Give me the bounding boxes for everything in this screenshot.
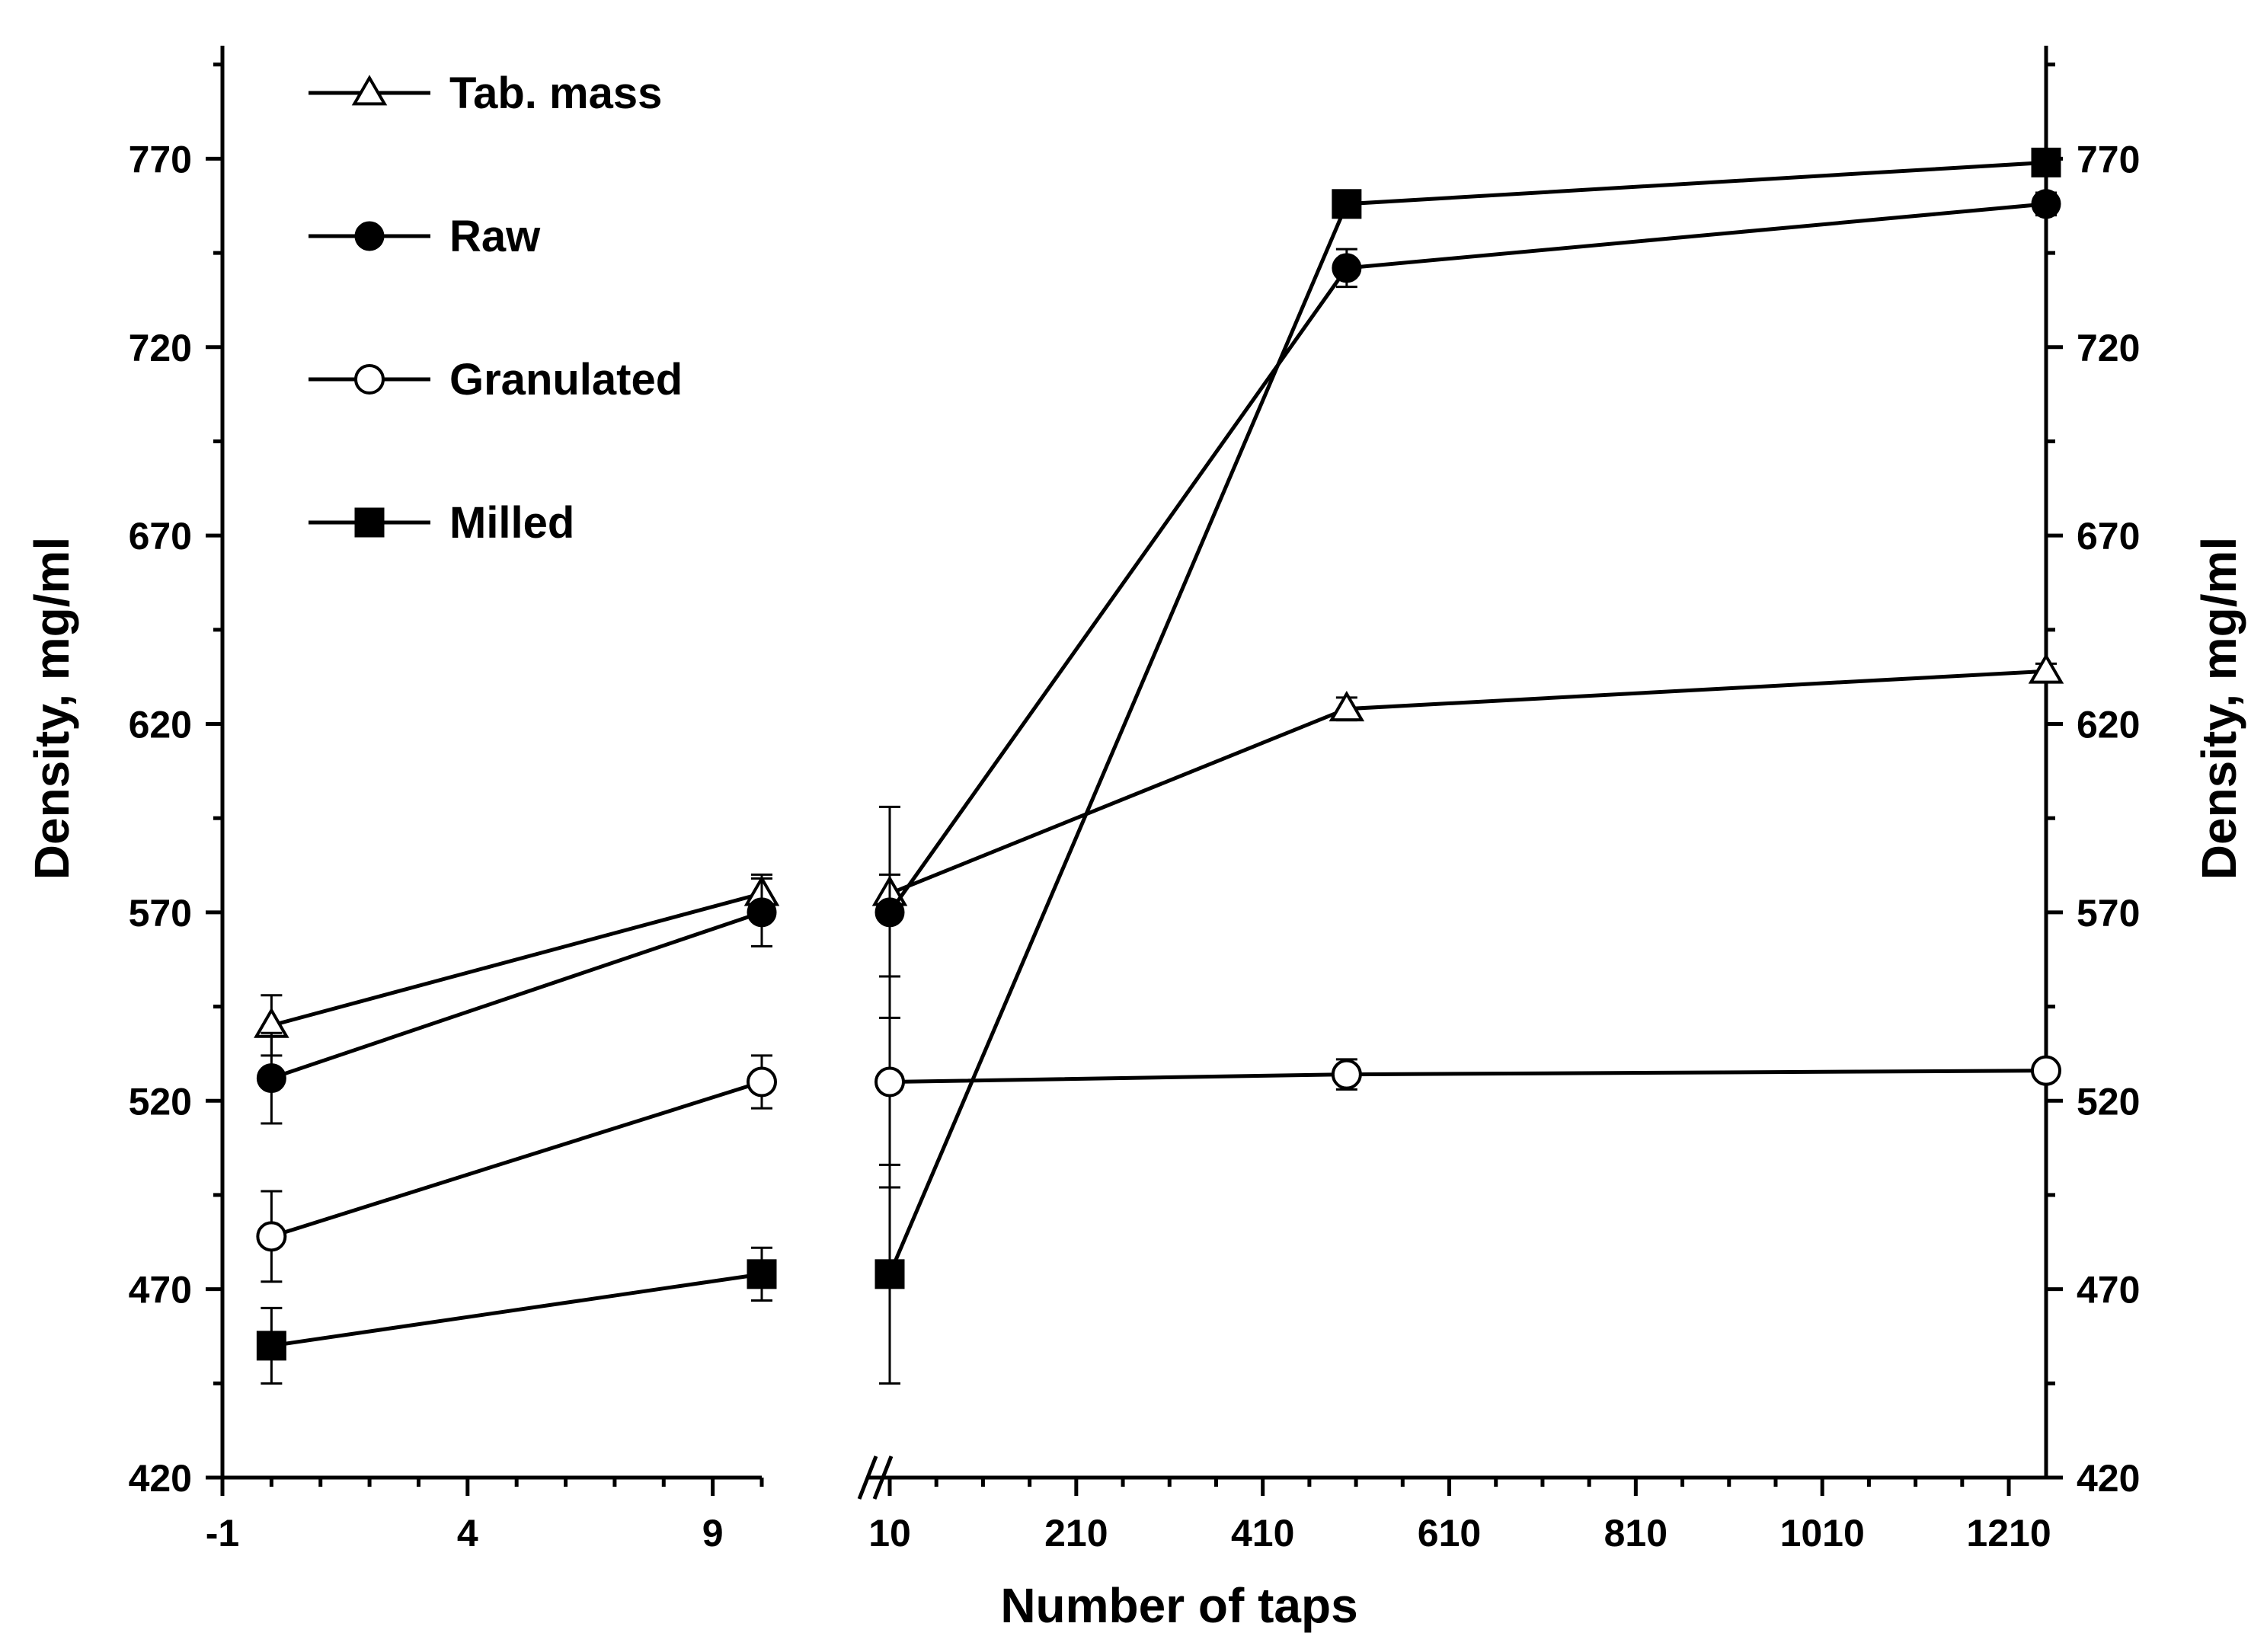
y-tick-label-left: 470: [129, 1269, 192, 1312]
series-tab-mass: [254, 653, 2064, 1057]
y-axis-title-left: Density, mg/ml: [24, 537, 79, 880]
y-tick-label-right: 670: [2077, 515, 2140, 558]
x-tick-label-left-panel: -1: [206, 1512, 239, 1555]
axis-break-mark: [872, 1455, 894, 1500]
data-point-granulated: [875, 1066, 905, 1098]
data-point-tab-mass: [2028, 653, 2064, 684]
legend-marker: [354, 364, 385, 395]
y-tick-label-right: 470: [2077, 1269, 2140, 1312]
series-line-milled: [887, 160, 2047, 1275]
axis-break-mark: [857, 1455, 878, 1500]
y-tick-label-right: 720: [2077, 327, 2140, 369]
x-tick-label-right-panel: 10: [868, 1512, 911, 1555]
data-point-milled: [2031, 147, 2061, 177]
data-point-raw: [875, 897, 905, 928]
data-point-granulated: [1331, 1059, 1362, 1090]
x-tick-label-right-panel: 810: [1604, 1512, 1667, 1555]
legend-label: Tab. mass: [449, 69, 662, 118]
series-line-milled: [271, 1272, 763, 1348]
y-tick-label-right: 770: [2077, 138, 2140, 181]
data-point-granulated: [2031, 1055, 2061, 1086]
y-tick-label-right: 570: [2077, 892, 2140, 935]
data-point-raw: [747, 897, 777, 928]
legend-marker: [354, 507, 385, 538]
y-axis-title-right: Density, mg/ml: [2192, 537, 2246, 880]
data-point-tab-mass: [1329, 690, 1365, 722]
y-tick-label-left: 570: [129, 892, 192, 935]
legend-item-granulated: Granulated: [309, 355, 683, 404]
axes: [220, 46, 2048, 1500]
y-tick-label-right: 620: [2077, 704, 2140, 746]
legend-item-tab-mass: Tab. mass: [309, 69, 662, 118]
ticks: 420 420 470 470 520 520 570 570 620 620 670 670 720 7…: [129, 62, 2140, 1555]
x-tick-label-left-panel: 9: [702, 1512, 724, 1555]
series-milled: [256, 147, 2061, 1385]
legend-label: Raw: [449, 212, 541, 261]
y-tick-label-left: 420: [129, 1457, 192, 1500]
data-point-raw: [256, 1063, 286, 1094]
legend-marker: [354, 221, 385, 251]
data-point-milled: [1332, 189, 1362, 219]
series-layer: [254, 147, 2064, 1385]
legend: Tab. mass Raw Granulated Milled: [309, 69, 683, 548]
x-tick-label-left-panel: 4: [457, 1512, 478, 1555]
series-granulated: [256, 975, 2061, 1283]
y-tick-label-left: 670: [129, 515, 192, 558]
series-line-raw: [270, 910, 763, 1080]
series-line-granulated: [889, 1069, 2047, 1085]
legend-item-milled: Milled: [309, 498, 574, 548]
y-tick-label-right: 420: [2077, 1457, 2140, 1500]
data-point-milled: [256, 1331, 286, 1361]
y-tick-label-right: 520: [2077, 1080, 2140, 1123]
x-tick-label-right-panel: 1210: [1966, 1512, 2051, 1555]
series-line-granulated: [270, 1080, 763, 1238]
data-point-raw: [1332, 253, 1362, 283]
series-line-raw: [887, 202, 2047, 914]
data-point-granulated: [256, 1221, 287, 1252]
legend-label: Granulated: [449, 355, 683, 404]
x-tick-label-right-panel: 610: [1418, 1512, 1481, 1555]
legend-marker: [351, 75, 388, 106]
x-tick-label-right-panel: 1010: [1780, 1512, 1865, 1555]
series-raw: [256, 189, 2061, 1125]
data-point-milled: [875, 1259, 905, 1289]
series-line-tab-mass: [889, 669, 2047, 896]
x-tick-label-right-panel: 210: [1044, 1512, 1108, 1555]
y-tick-label-left: 620: [129, 704, 192, 746]
data-point-granulated: [747, 1066, 777, 1098]
series-line-tab-mass: [270, 891, 763, 1027]
y-tick-label-left: 770: [129, 138, 192, 181]
data-point-raw: [2031, 189, 2061, 219]
y-tick-label-left: 720: [129, 327, 192, 369]
data-point-milled: [747, 1259, 777, 1289]
x-tick-label-right-panel: 410: [1231, 1512, 1294, 1555]
x-axis-title: Number of taps: [1000, 1578, 1357, 1633]
legend-item-raw: Raw: [309, 212, 541, 261]
legend-label: Milled: [449, 498, 574, 548]
y-tick-label-left: 520: [129, 1080, 192, 1123]
